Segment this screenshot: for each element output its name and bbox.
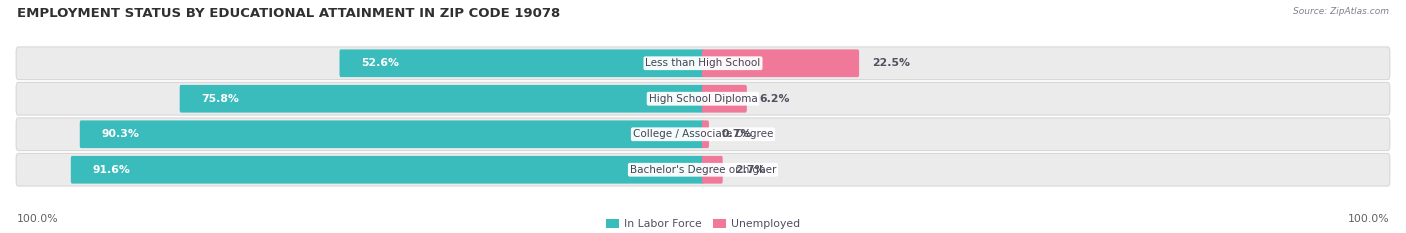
Text: 2.7%: 2.7% — [735, 165, 766, 175]
Text: College / Associate Degree: College / Associate Degree — [633, 129, 773, 139]
Text: 0.7%: 0.7% — [721, 129, 752, 139]
Text: Source: ZipAtlas.com: Source: ZipAtlas.com — [1294, 7, 1389, 16]
FancyBboxPatch shape — [702, 156, 723, 184]
Text: 75.8%: 75.8% — [201, 94, 239, 104]
Legend: In Labor Force, Unemployed: In Labor Force, Unemployed — [602, 214, 804, 233]
Text: 6.2%: 6.2% — [759, 94, 790, 104]
Text: 91.6%: 91.6% — [93, 165, 131, 175]
Text: Less than High School: Less than High School — [645, 58, 761, 68]
FancyBboxPatch shape — [15, 118, 1391, 151]
Text: 100.0%: 100.0% — [17, 214, 59, 224]
Text: 100.0%: 100.0% — [1347, 214, 1389, 224]
FancyBboxPatch shape — [15, 47, 1391, 80]
FancyBboxPatch shape — [80, 120, 704, 148]
Text: 52.6%: 52.6% — [361, 58, 399, 68]
FancyBboxPatch shape — [180, 85, 704, 113]
FancyBboxPatch shape — [702, 120, 709, 148]
Text: EMPLOYMENT STATUS BY EDUCATIONAL ATTAINMENT IN ZIP CODE 19078: EMPLOYMENT STATUS BY EDUCATIONAL ATTAINM… — [17, 7, 560, 20]
FancyBboxPatch shape — [15, 82, 1391, 115]
FancyBboxPatch shape — [15, 153, 1391, 186]
FancyBboxPatch shape — [70, 156, 704, 184]
FancyBboxPatch shape — [339, 49, 704, 77]
FancyBboxPatch shape — [702, 49, 859, 77]
Text: High School Diploma: High School Diploma — [648, 94, 758, 104]
Text: 90.3%: 90.3% — [101, 129, 139, 139]
Text: 22.5%: 22.5% — [872, 58, 910, 68]
FancyBboxPatch shape — [702, 85, 747, 113]
Text: Bachelor's Degree or higher: Bachelor's Degree or higher — [630, 165, 776, 175]
